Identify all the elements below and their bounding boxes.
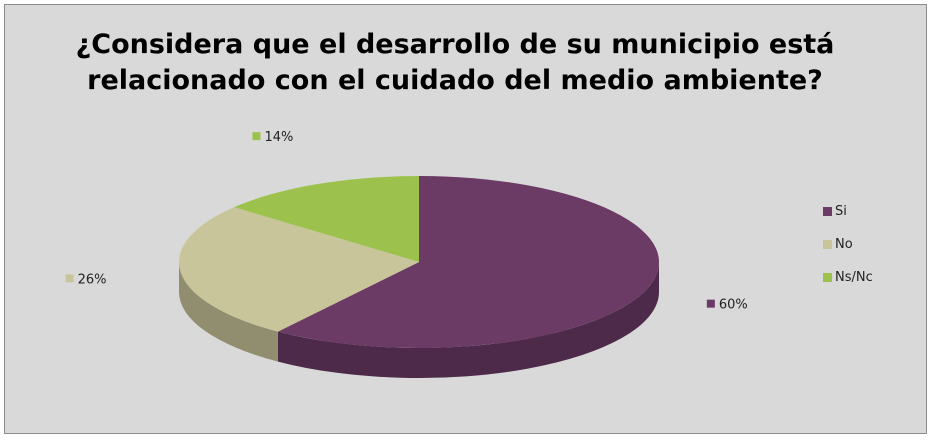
data-label-swatch-no xyxy=(65,274,74,283)
legend-item-no: No xyxy=(823,236,873,253)
data-label-text-si: 60% xyxy=(719,298,748,313)
data-label-nsnc: 14% xyxy=(252,130,293,145)
legend-item-si: Si xyxy=(823,203,873,220)
data-label-text-no: 26% xyxy=(78,272,107,287)
legend-label-no: No xyxy=(835,237,853,252)
legend-swatch-no xyxy=(823,240,832,249)
chart-area: ¿Considera que el desarrollo de su munic… xyxy=(4,4,927,434)
pie-chart: 60% 26% 14% xyxy=(65,130,748,378)
data-label-swatch-nsnc xyxy=(252,132,261,141)
pie-side-si xyxy=(277,262,659,378)
data-label-text-nsnc: 14% xyxy=(264,130,293,145)
data-label-no: 26% xyxy=(65,272,107,287)
pie-slice-si xyxy=(277,176,659,348)
pie-slice-no xyxy=(178,207,419,332)
legend-label-nsnc: Ns/Nc xyxy=(835,270,873,285)
chart-title: ¿Considera que el desarrollo de su munic… xyxy=(75,29,835,96)
data-label-si: 60% xyxy=(706,298,748,313)
pie-side-no xyxy=(179,262,278,362)
data-label-swatch-si xyxy=(706,299,715,308)
legend-label-si: Si xyxy=(835,204,847,219)
legend-swatch-nsnc xyxy=(823,273,832,282)
legend: Si No Ns/Nc xyxy=(823,203,873,302)
pie-slice-nsnc xyxy=(234,176,419,262)
legend-item-nsnc: Ns/Nc xyxy=(823,269,873,286)
legend-swatch-si xyxy=(823,207,832,216)
